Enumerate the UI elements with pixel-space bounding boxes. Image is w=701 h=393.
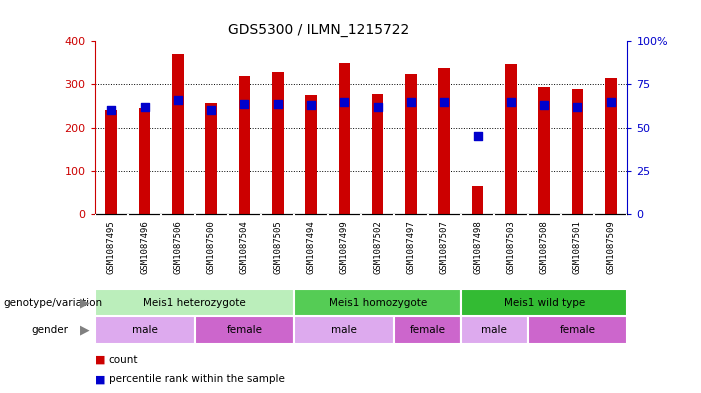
Bar [394,316,461,344]
Text: GSM1087500: GSM1087500 [207,220,216,274]
Bar [272,72,284,214]
Point [139,104,150,110]
Text: GSM1087495: GSM1087495 [107,220,116,274]
Bar [105,110,117,214]
Text: percentile rank within the sample: percentile rank within the sample [109,374,285,384]
Text: GSM1087499: GSM1087499 [340,220,349,274]
Bar [95,316,195,344]
Text: GSM1087507: GSM1087507 [440,220,449,274]
Bar [172,54,184,214]
Point [538,102,550,108]
Bar [205,103,217,214]
Bar [472,186,484,214]
Text: GSM1087497: GSM1087497 [407,220,416,274]
Text: Meis1 heterozygote: Meis1 heterozygote [143,298,246,308]
Text: ▶: ▶ [80,323,90,337]
Point [405,99,416,105]
Text: ■: ■ [95,354,105,365]
Text: GSM1087503: GSM1087503 [506,220,515,274]
Text: GSM1087509: GSM1087509 [606,220,615,274]
Text: ▶: ▶ [80,296,90,309]
Bar [372,94,383,214]
Text: Meis1 wild type: Meis1 wild type [503,298,585,308]
Title: GDS5300 / ILMN_1215722: GDS5300 / ILMN_1215722 [228,24,409,37]
Point [605,99,616,105]
Bar [238,76,250,214]
Bar [438,68,450,214]
Text: GSM1087501: GSM1087501 [573,220,582,274]
Text: gender: gender [32,325,69,335]
Point [572,104,583,110]
Point [472,133,483,140]
Point [439,99,450,105]
Text: Meis1 homozygote: Meis1 homozygote [329,298,427,308]
Bar [305,95,317,214]
Bar [405,73,417,214]
Point [172,97,184,103]
Text: GSM1087506: GSM1087506 [173,220,182,274]
Point [306,102,317,108]
Bar [538,86,550,214]
Bar [294,316,394,344]
Text: count: count [109,354,138,365]
Point [272,100,283,107]
Bar [528,316,627,344]
Text: ■: ■ [95,374,105,384]
Text: GSM1087508: GSM1087508 [540,220,549,274]
Bar [505,64,517,214]
Bar [571,89,583,214]
Point [239,100,250,107]
Text: female: female [409,325,446,335]
Point [505,99,517,105]
Point [339,99,350,105]
Bar [461,316,527,344]
Text: male: male [132,325,158,335]
Text: GSM1087504: GSM1087504 [240,220,249,274]
Text: GSM1087494: GSM1087494 [306,220,315,274]
Bar [95,289,294,316]
Text: male: male [332,325,358,335]
Text: genotype/variation: genotype/variation [4,298,102,308]
Point [205,107,217,114]
Bar [605,78,617,214]
Text: male: male [482,325,507,335]
Text: female: female [559,325,595,335]
Point [106,107,117,114]
Point [372,104,383,110]
Text: female: female [226,325,262,335]
Bar [339,63,350,214]
Text: GSM1087498: GSM1087498 [473,220,482,274]
Bar [195,316,294,344]
Bar [294,289,461,316]
Text: GSM1087496: GSM1087496 [140,220,149,274]
Bar [139,108,151,214]
Text: GSM1087505: GSM1087505 [273,220,283,274]
Bar [461,289,627,316]
Text: GSM1087502: GSM1087502 [373,220,382,274]
